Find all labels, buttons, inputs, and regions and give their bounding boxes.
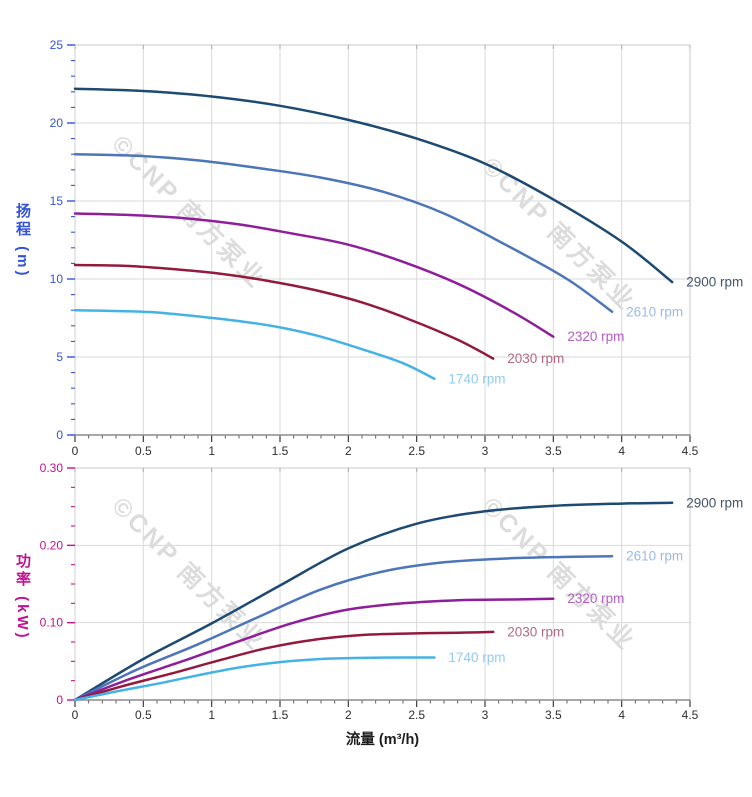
y-tick-label: 0.30 [40,461,64,475]
series-label: 2320 rpm [567,329,624,344]
x-tick-label: 4.5 [682,444,699,458]
curve-2320-rpm [73,597,555,702]
x-tick-label: 2.5 [408,708,425,722]
x-tick-label: 2 [345,444,352,458]
curve-2900-rpm [73,501,674,702]
x-tick-label: 1.5 [272,708,289,722]
x-tick-label: 3 [482,708,489,722]
x-tick-label: 3.5 [545,708,562,722]
series-label: 2900 rpm [686,275,743,290]
curve-2030-rpm [73,630,495,702]
x-tick-label: 3.5 [545,444,562,458]
series-label: 1740 rpm [448,371,505,386]
x-tick-label: 0.5 [135,444,152,458]
series-label: 1740 rpm [448,650,505,665]
watermark-text: ©CNP 南方泵业 [476,151,641,316]
power-axis-title: 功率 (kW) [14,553,31,641]
x-tick-label: 0 [72,444,79,458]
y-tick-label: 0 [56,428,63,442]
y-tick-label: 0.10 [40,616,64,630]
y-tick-label: 0 [56,693,63,707]
curve-2030-rpm [73,263,495,360]
curve-2610-rpm [73,152,614,314]
x-tick-label: 4 [618,444,625,458]
series-label: 2030 rpm [507,351,564,366]
curve-2610-rpm [73,554,614,702]
series-label: 2030 rpm [507,624,564,639]
y-tick-label: 20 [50,116,64,130]
series-label: 2900 rpm [686,495,743,510]
curve-2320-rpm [73,212,555,338]
y-tick-label: 5 [56,350,63,364]
curve-1740-rpm [73,308,436,381]
series-label: 2320 rpm [567,591,624,606]
x-tick-label: 1 [208,708,215,722]
x-tick-label: 0 [72,708,79,722]
x-tick-label: 1 [208,444,215,458]
y-tick-label: 25 [50,38,64,52]
x-tick-label: 2 [345,708,352,722]
x-tick-label: 0.5 [135,708,152,722]
x-tick-label: 1.5 [272,444,289,458]
watermark-text: ©CNP 南方泵业 [106,491,271,656]
y-tick-label: 10 [50,272,64,286]
series-label: 2610 rpm [626,304,683,319]
head-axis-title: 扬程 (m) [14,203,31,279]
curve-1740-rpm [73,656,436,702]
series-label: 2610 rpm [626,549,683,564]
x-tick-label: 2.5 [408,444,425,458]
y-tick-label: 15 [50,194,64,208]
y-tick-label: 0.20 [40,538,64,552]
curve-2900-rpm [73,87,674,284]
x-tick-label: 4 [618,708,625,722]
x-tick-label: 4.5 [682,708,699,722]
flow-axis-title: 流量 (m³/h) [345,732,420,748]
x-tick-label: 3 [482,444,489,458]
